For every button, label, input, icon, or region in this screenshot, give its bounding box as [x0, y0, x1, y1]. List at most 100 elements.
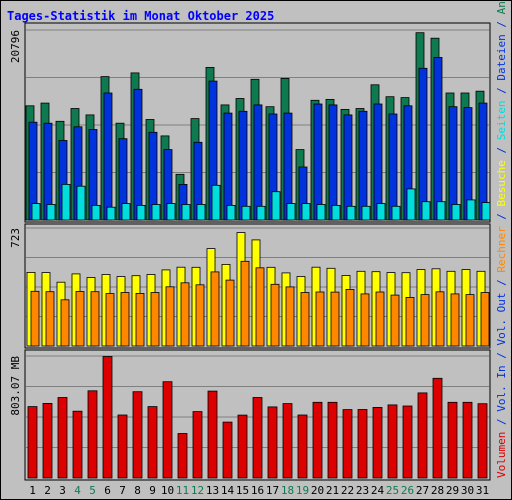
day-label: 26	[401, 484, 414, 497]
bar-rechner	[45, 291, 55, 347]
day-label: 22	[341, 484, 354, 497]
bar-seiten	[121, 203, 131, 221]
bar-rechner	[450, 293, 460, 347]
day-label: 20	[311, 484, 324, 497]
bar-dateien	[253, 104, 263, 221]
bar-seiten	[346, 205, 356, 221]
bar-seiten	[301, 203, 311, 221]
bar-volumen	[237, 414, 248, 479]
day-label: 28	[431, 484, 444, 497]
bar-rechner	[105, 293, 115, 347]
bar-seiten	[76, 185, 86, 221]
bar-volumen	[372, 406, 383, 479]
bar-rechner	[330, 291, 340, 347]
bar-rechner	[405, 296, 415, 347]
bar-volumen	[387, 404, 398, 479]
bar-rechner	[120, 292, 130, 347]
bar-volumen	[402, 405, 413, 479]
day-label: 13	[206, 484, 219, 497]
bar-rechner	[270, 283, 280, 347]
day-label: 25	[386, 484, 399, 497]
legend-entry: Vol. Out	[495, 293, 508, 346]
side-legend: Volumen / Vol. In / Vol. Out / Rechner /…	[495, 0, 508, 478]
bar-volumen	[72, 410, 83, 479]
day-label: 19	[296, 484, 309, 497]
legend-entry: Volumen	[495, 432, 508, 478]
bar-rechner	[60, 299, 70, 347]
day-label: 15	[236, 484, 249, 497]
legend-entry: Rechner	[495, 226, 508, 273]
day-label: 3	[59, 484, 66, 497]
bar-seiten	[46, 204, 56, 221]
bar-volumen	[207, 390, 218, 479]
bar-rechner	[360, 293, 370, 347]
bar-seiten	[316, 204, 326, 221]
bar-dateien	[418, 67, 428, 221]
bar-dateien	[358, 110, 368, 221]
bar-volumen	[417, 392, 428, 479]
day-label: 27	[416, 484, 429, 497]
bar-seiten	[421, 201, 431, 221]
axis-max-label-top: 20796	[9, 30, 22, 63]
legend-entry: Besuche	[495, 160, 508, 206]
bar-dateien	[343, 114, 353, 221]
bar-seiten	[91, 204, 101, 221]
bar-seiten	[166, 203, 176, 221]
bar-seiten	[286, 203, 296, 221]
bar-seiten	[451, 204, 461, 221]
bar-volumen	[432, 377, 443, 479]
day-label: 24	[371, 484, 385, 497]
bar-rechner	[390, 294, 400, 347]
bar-seiten	[31, 203, 41, 221]
bar-dateien	[328, 104, 338, 221]
bar-seiten	[376, 203, 386, 221]
bar-seiten	[466, 199, 476, 221]
bar-seiten	[61, 183, 71, 221]
bar-volumen	[342, 409, 353, 479]
legend-entry: /	[495, 14, 508, 34]
bar-rechner	[240, 260, 250, 347]
day-label: 11	[176, 484, 189, 497]
bar-seiten	[406, 188, 416, 221]
bar-rechner	[150, 292, 160, 347]
bar-seiten	[106, 206, 116, 221]
bar-seiten	[436, 201, 446, 221]
bar-volumen	[297, 414, 308, 479]
bar-rechner	[30, 290, 40, 347]
bar-rechner	[225, 279, 235, 347]
bar-seiten	[331, 204, 341, 221]
legend-entry: /	[495, 81, 508, 101]
bar-volumen	[147, 406, 158, 479]
bar-volumen	[102, 356, 113, 479]
legend-entry: /	[495, 273, 508, 293]
bar-rechner	[255, 267, 265, 347]
day-label: 17	[266, 484, 279, 497]
bar-seiten	[256, 205, 266, 221]
bar-dateien	[238, 110, 248, 221]
axis-max-label-middle: 723	[9, 228, 22, 248]
bar-seiten	[481, 202, 491, 221]
bar-rechner	[180, 282, 190, 347]
bar-rechner	[285, 286, 295, 347]
bar-seiten	[241, 205, 251, 221]
day-label: 18	[281, 484, 294, 497]
bar-volumen	[282, 403, 293, 479]
bar-volumen	[162, 381, 173, 479]
day-label: 7	[119, 484, 126, 497]
day-label: 9	[149, 484, 156, 497]
bar-rechner	[165, 286, 175, 347]
legend-entry: /	[495, 346, 508, 366]
bar-seiten	[196, 204, 206, 221]
day-label: 29	[446, 484, 459, 497]
bar-seiten	[226, 204, 236, 221]
bar-volumen	[462, 401, 473, 479]
bar-dateien	[103, 92, 113, 221]
bar-rechner	[315, 291, 325, 347]
bar-volumen	[42, 402, 53, 479]
bar-rechner	[345, 288, 355, 347]
bar-rechner	[465, 294, 475, 347]
bar-dateien	[373, 103, 383, 221]
chart-title: Tages-Statistik im Monat Oktober 2025	[7, 9, 275, 23]
bar-rechner	[435, 291, 445, 347]
